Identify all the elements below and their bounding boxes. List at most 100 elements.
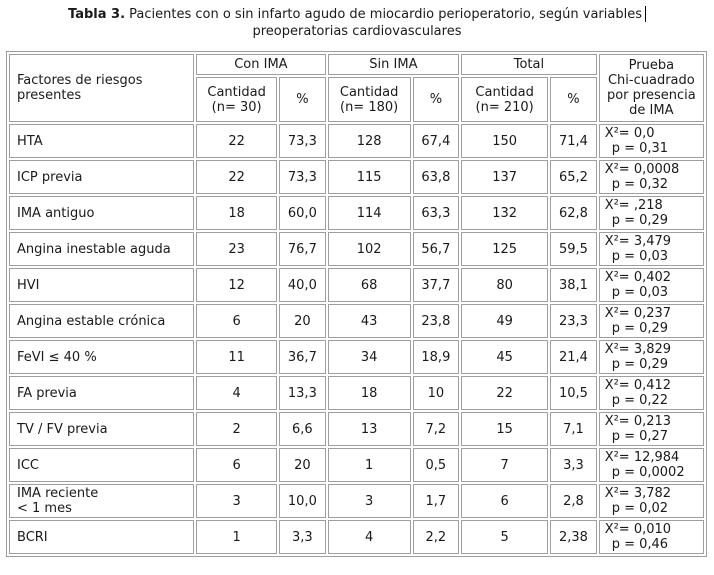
col-header-factors: Factores de riesgos presentes bbox=[9, 54, 195, 122]
total-pct: 62,8 bbox=[550, 196, 597, 230]
total-count: 22 bbox=[461, 376, 549, 410]
con-ima-pct: 60,0 bbox=[279, 196, 326, 230]
con-ima-count: 1 bbox=[196, 520, 278, 554]
table-row: ICC 6 20 1 0,5 7 3,3 X²= 12,984 p = 0,00… bbox=[9, 448, 704, 482]
sin-ima-count: 114 bbox=[327, 196, 411, 230]
con-ima-pct: 10,0 bbox=[279, 484, 326, 518]
patients-ima-table: Factores de riesgos presentes Con IMA Si… bbox=[6, 51, 707, 557]
con-ima-count: 11 bbox=[196, 340, 278, 374]
p-value: p = 0,03 bbox=[611, 249, 669, 264]
p-value: p = 0,0002 bbox=[611, 465, 685, 480]
chi-value: X²= 0,0 bbox=[604, 126, 655, 141]
table-row: Angina inestable aguda 23 76,7 102 56,7 … bbox=[9, 232, 704, 266]
sin-ima-pct: 63,8 bbox=[412, 160, 460, 194]
row-label: ICC bbox=[9, 448, 195, 482]
col-header-sin-pct: % bbox=[412, 77, 460, 122]
sin-ima-count: 3 bbox=[327, 484, 411, 518]
sin-ima-count: 1 bbox=[327, 448, 411, 482]
col-header-chi: Prueba Chi-cuadrado por presencia de IMA bbox=[598, 54, 704, 122]
total-pct: 2,8 bbox=[550, 484, 597, 518]
total-count: 80 bbox=[461, 268, 549, 302]
con-ima-count: 22 bbox=[196, 124, 278, 158]
chi-value: X²= 3,829 bbox=[604, 342, 672, 357]
con-ima-pct: 6,6 bbox=[279, 412, 326, 446]
chi-result: X²= 0,213 p = 0,27 bbox=[598, 412, 704, 446]
sin-ima-pct: 67,4 bbox=[412, 124, 460, 158]
p-value: p = 0,29 bbox=[611, 357, 669, 372]
p-value: p = 0,46 bbox=[611, 537, 669, 552]
con-ima-pct: 20 bbox=[279, 448, 326, 482]
total-pct: 2,38 bbox=[550, 520, 597, 554]
chi-result: X²= 3,829 p = 0,29 bbox=[598, 340, 704, 374]
sin-ima-count: 115 bbox=[327, 160, 411, 194]
table-row: ICP previa 22 73,3 115 63,8 137 65,2 X²=… bbox=[9, 160, 704, 194]
sin-ima-pct: 10 bbox=[412, 376, 460, 410]
total-count: 15 bbox=[461, 412, 549, 446]
sin-ima-count: 43 bbox=[327, 304, 411, 338]
chi-result: X²= 12,984 p = 0,0002 bbox=[598, 448, 704, 482]
chi-result: X²= 0,0008 p = 0,32 bbox=[598, 160, 704, 194]
p-value: p = 0,31 bbox=[611, 141, 669, 156]
total-pct: 7,1 bbox=[550, 412, 597, 446]
col-group-con-ima: Con IMA bbox=[196, 54, 326, 75]
con-ima-pct: 36,7 bbox=[279, 340, 326, 374]
p-value: p = 0,32 bbox=[611, 177, 669, 192]
row-label: FA previa bbox=[9, 376, 195, 410]
con-ima-count: 6 bbox=[196, 448, 278, 482]
con-ima-pct: 76,7 bbox=[279, 232, 326, 266]
total-pct: 10,5 bbox=[550, 376, 597, 410]
chi-value: X²= ,218 bbox=[604, 198, 663, 213]
con-ima-count: 6 bbox=[196, 304, 278, 338]
sin-ima-count: 4 bbox=[327, 520, 411, 554]
sin-ima-pct: 1,7 bbox=[412, 484, 460, 518]
sin-ima-pct: 56,7 bbox=[412, 232, 460, 266]
chi-value: X²= 3,479 bbox=[604, 234, 672, 249]
table-row: IMA antiguo 18 60,0 114 63,3 132 62,8 X²… bbox=[9, 196, 704, 230]
row-label: FeVI ≤ 40 % bbox=[9, 340, 195, 374]
total-pct: 21,4 bbox=[550, 340, 597, 374]
total-count: 45 bbox=[461, 340, 549, 374]
chi-value: X²= 0,0008 bbox=[604, 162, 680, 177]
con-ima-pct: 73,3 bbox=[279, 124, 326, 158]
row-label: ICP previa bbox=[9, 160, 195, 194]
col-header-total-pct: % bbox=[550, 77, 597, 122]
sin-ima-count: 18 bbox=[327, 376, 411, 410]
p-value: p = 0,02 bbox=[611, 501, 669, 516]
total-count: 137 bbox=[461, 160, 549, 194]
table-row: FA previa 4 13,3 18 10 22 10,5 X²= 0,412… bbox=[9, 376, 704, 410]
p-value: p = 0,29 bbox=[611, 321, 669, 336]
chi-result: X²= 3,782 p = 0,02 bbox=[598, 484, 704, 518]
sin-ima-pct: 37,7 bbox=[412, 268, 460, 302]
chi-result: X²= ,218 p = 0,29 bbox=[598, 196, 704, 230]
con-ima-count: 12 bbox=[196, 268, 278, 302]
con-ima-pct: 13,3 bbox=[279, 376, 326, 410]
total-count: 49 bbox=[461, 304, 549, 338]
p-value: p = 0,22 bbox=[611, 393, 669, 408]
chi-value: X²= 0,010 bbox=[604, 522, 672, 537]
row-label: HVI bbox=[9, 268, 195, 302]
total-count: 7 bbox=[461, 448, 549, 482]
caption-number: Tabla 3. bbox=[68, 7, 126, 22]
chi-value: X²= 12,984 bbox=[604, 450, 680, 465]
table-row: BCRI 1 3,3 4 2,2 5 2,38 X²= 0,010 p = 0,… bbox=[9, 520, 704, 554]
sin-ima-pct: 63,3 bbox=[412, 196, 460, 230]
chi-value: X²= 3,782 bbox=[604, 486, 672, 501]
con-ima-pct: 73,3 bbox=[279, 160, 326, 194]
caption-line2: preoperatorias cardiovasculares bbox=[252, 24, 462, 39]
total-pct: 71,4 bbox=[550, 124, 597, 158]
total-count: 5 bbox=[461, 520, 549, 554]
con-ima-pct: 20 bbox=[279, 304, 326, 338]
chi-value: X²= 0,213 bbox=[604, 414, 672, 429]
p-value: p = 0,27 bbox=[611, 429, 669, 444]
table-row: TV / FV previa 2 6,6 13 7,2 15 7,1 X²= 0… bbox=[9, 412, 704, 446]
con-ima-count: 3 bbox=[196, 484, 278, 518]
total-count: 150 bbox=[461, 124, 549, 158]
con-ima-count: 4 bbox=[196, 376, 278, 410]
sin-ima-pct: 0,5 bbox=[412, 448, 460, 482]
con-ima-count: 18 bbox=[196, 196, 278, 230]
chi-value: X²= 0,237 bbox=[604, 306, 672, 321]
total-pct: 23,3 bbox=[550, 304, 597, 338]
col-header-sin-cantidad: Cantidad (n= 180) bbox=[327, 77, 411, 122]
col-header-con-pct: % bbox=[279, 77, 326, 122]
total-pct: 3,3 bbox=[550, 448, 597, 482]
